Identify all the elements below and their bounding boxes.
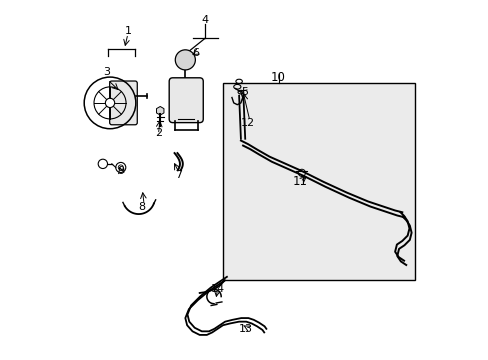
Text: 10: 10: [270, 71, 285, 84]
Text: 14: 14: [210, 284, 224, 294]
Text: 11: 11: [292, 175, 307, 188]
Text: 9: 9: [117, 166, 124, 176]
Text: 2: 2: [155, 129, 162, 138]
Text: 7: 7: [174, 170, 182, 180]
Circle shape: [105, 98, 114, 108]
Text: 6: 6: [192, 48, 199, 58]
FancyBboxPatch shape: [109, 81, 137, 125]
Text: 4: 4: [201, 15, 208, 26]
Text: 3: 3: [103, 67, 110, 77]
Circle shape: [175, 50, 195, 70]
Text: 1: 1: [124, 26, 131, 36]
Text: 13: 13: [239, 324, 253, 334]
Text: 5: 5: [241, 87, 247, 97]
Text: 12: 12: [241, 118, 255, 128]
Text: 8: 8: [139, 202, 145, 212]
FancyBboxPatch shape: [169, 78, 203, 123]
Bar: [223, 83, 414, 280]
